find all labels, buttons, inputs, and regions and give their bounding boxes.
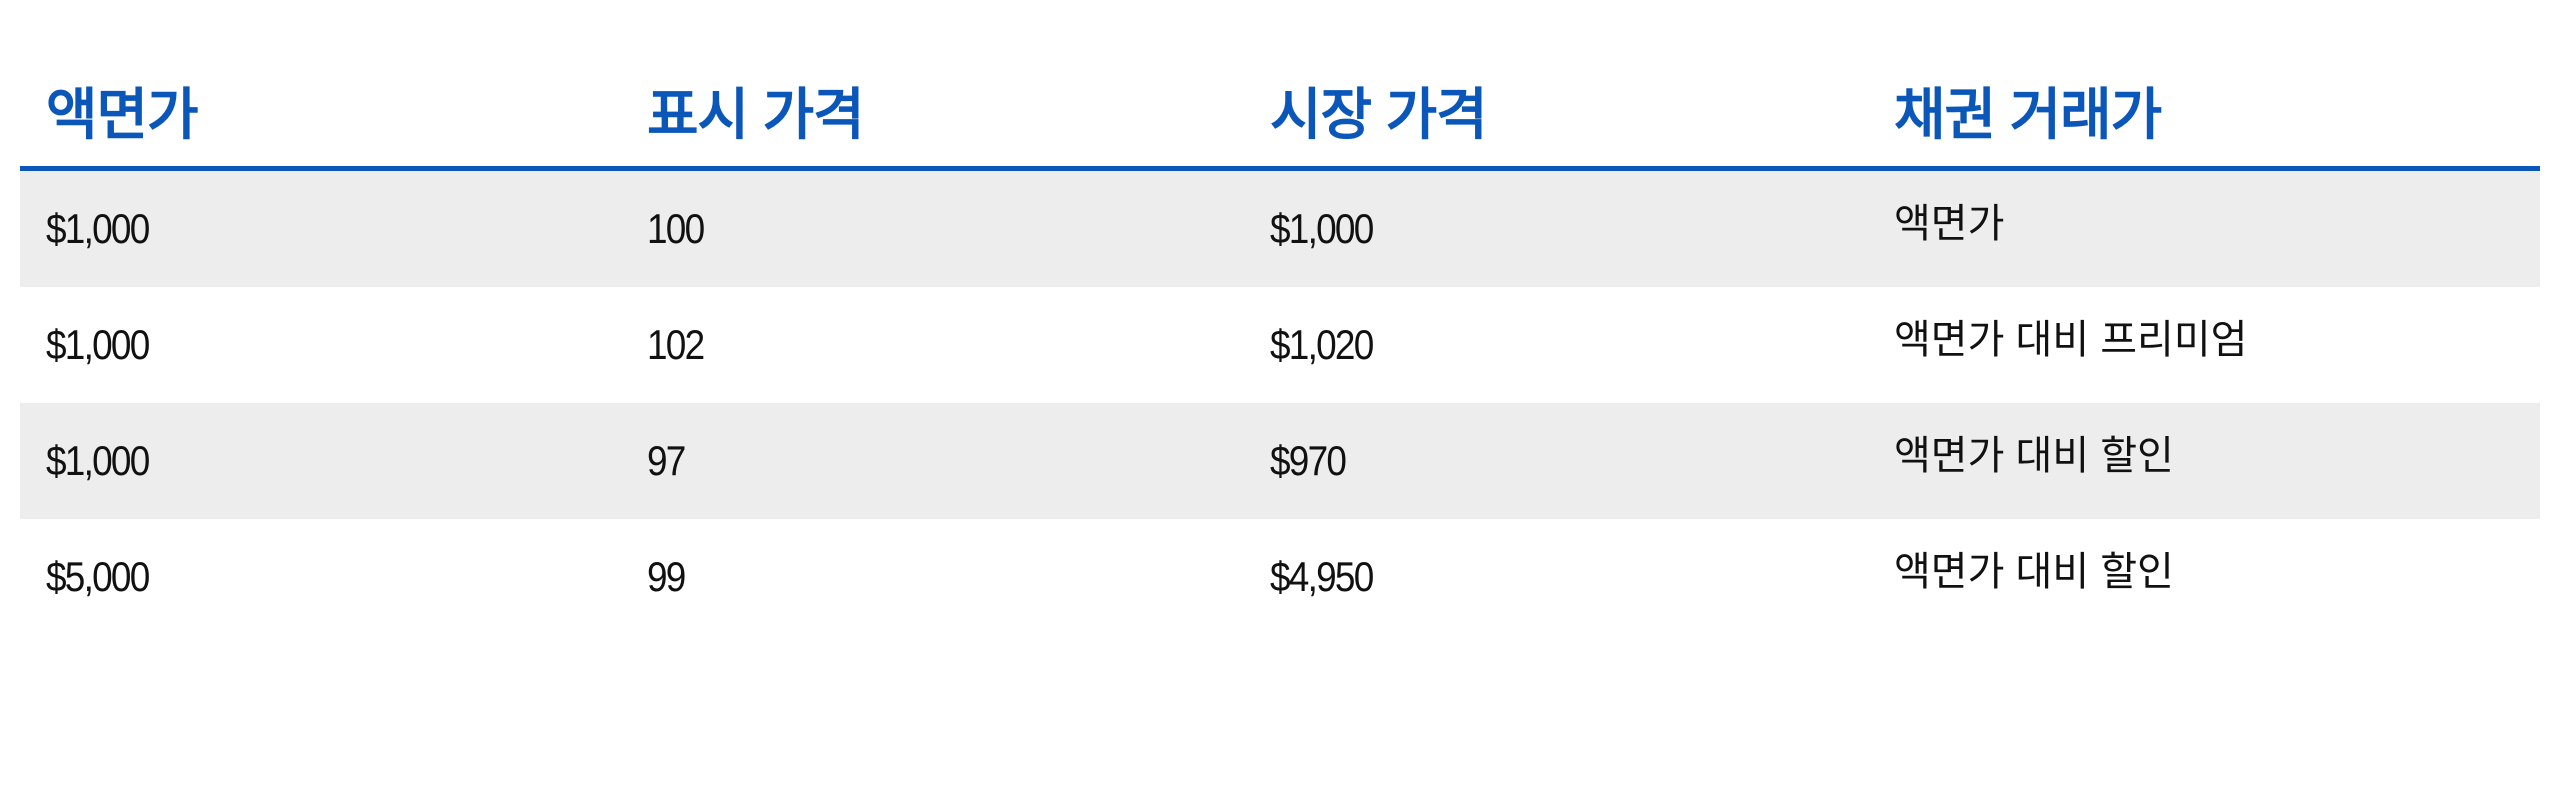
header-market-price: 시장 가격	[1270, 83, 1488, 146]
cell-face-value: $1,000	[46, 437, 150, 484]
table-row: $1,000 102 $1,020 액면가 대비 프리미엄	[20, 287, 2540, 403]
cell-face-value: $5,000	[46, 553, 150, 600]
cell-bond-trade: 액면가 대비 프리미엄	[1894, 318, 2248, 362]
cell-market-price: $4,950	[1270, 553, 1374, 600]
header-bond-trade: 채권 거래가	[1894, 83, 2162, 146]
cell-quoted-price: 100	[647, 205, 705, 252]
cell-face-value: $1,000	[46, 205, 150, 252]
table-row: $1,000 97 $970 액면가 대비 할인	[20, 403, 2540, 519]
cell-quoted-price: 99	[647, 553, 686, 600]
header-quoted-price: 표시 가격	[647, 83, 865, 146]
cell-bond-trade: 액면가 대비 할인	[1894, 550, 2174, 594]
cell-market-price: $1,000	[1270, 205, 1374, 252]
cell-quoted-price: 97	[647, 437, 686, 484]
bond-price-table: 액면가 표시 가격 시장 가격 채권 거래가 $1,000 100 $1,000…	[20, 0, 2540, 635]
header-face-value: 액면가	[46, 83, 199, 146]
cell-market-price: $970	[1270, 437, 1347, 484]
cell-bond-trade: 액면가	[1894, 202, 2005, 246]
cell-face-value: $1,000	[46, 321, 150, 368]
table-header: 액면가 표시 가격 시장 가격 채권 거래가	[20, 0, 2540, 171]
table-row: $1,000 100 $1,000 액면가	[20, 171, 2540, 287]
table-row: $5,000 99 $4,950 액면가 대비 할인	[20, 519, 2540, 635]
cell-market-price: $1,020	[1270, 321, 1374, 368]
cell-quoted-price: 102	[647, 321, 705, 368]
cell-bond-trade: 액면가 대비 할인	[1894, 434, 2174, 478]
